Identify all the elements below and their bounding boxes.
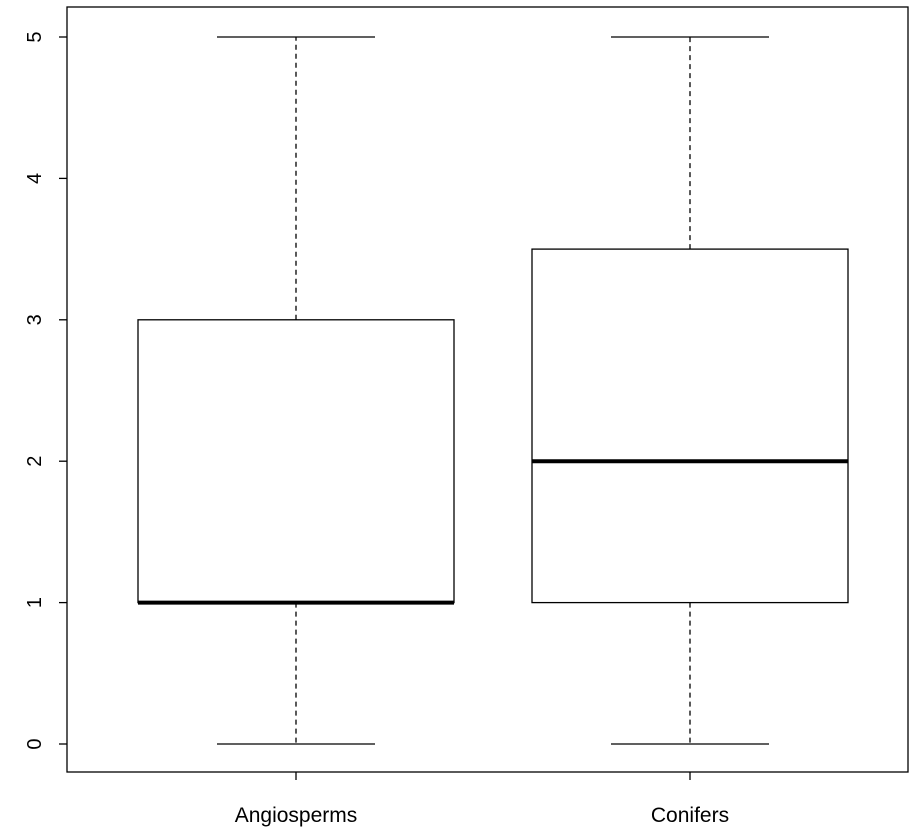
y-tick-label: 5 xyxy=(24,31,46,42)
y-tick-label: 2 xyxy=(24,456,46,467)
x-tick-label: Conifers xyxy=(651,804,729,827)
boxes xyxy=(137,36,849,745)
box-conifers xyxy=(531,36,849,745)
x-axis: Angiosperms Conifers xyxy=(235,772,729,827)
y-tick-label: 3 xyxy=(24,314,46,325)
x-tick-label: Angiosperms xyxy=(235,804,358,827)
box-angiosperms xyxy=(137,36,455,745)
y-tick-label: 1 xyxy=(24,597,46,608)
y-axis: 0 1 2 3 4 5 xyxy=(24,31,67,750)
box-body xyxy=(531,248,849,604)
box-body xyxy=(137,319,455,604)
y-tick-label: 0 xyxy=(24,738,46,749)
plot-frame xyxy=(66,6,909,773)
y-tick-label: 4 xyxy=(24,173,46,184)
